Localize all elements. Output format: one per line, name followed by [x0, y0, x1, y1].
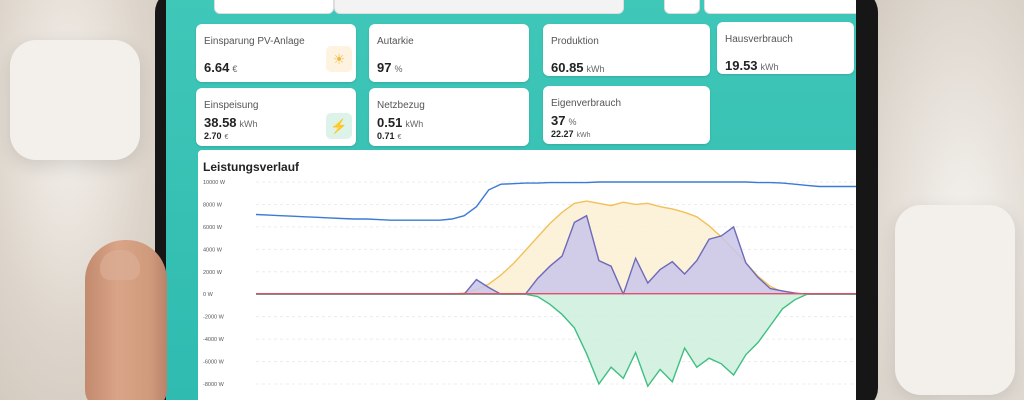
cushion-left [10, 40, 140, 160]
card-subvalue: 0.71 € [377, 131, 401, 141]
card-label: Netzbezug [377, 100, 425, 111]
top-toolbar [194, 0, 856, 18]
card-einspeisung[interactable]: Einspeisung 38.58 kWh 2.70 € ⚡ [196, 88, 356, 146]
card-value-number: 0.51 [377, 115, 403, 130]
thumb-nail [100, 250, 140, 280]
y-tick-label: 10000 W [203, 180, 226, 186]
card-value-unit: € [232, 64, 238, 74]
card-subvalue-unit: € [397, 134, 402, 141]
card-value-number: 37 [551, 113, 566, 128]
card-label: Einspeisung [204, 100, 259, 111]
toolbar-field[interactable] [334, 0, 624, 14]
y-tick-label: -4000 W [203, 337, 225, 343]
card-value-unit: kWh [239, 119, 258, 129]
card-value-number: 38.58 [204, 115, 237, 130]
series-2-line [255, 181, 856, 221]
card-value: 37% [551, 113, 576, 128]
cushion-right [895, 205, 1015, 395]
card-value: 19.53 kWh [725, 58, 779, 73]
y-tick-label: 8000 W [203, 202, 223, 208]
power-chart: 10000 W 8000 W 6000 W 4000 W 2000 W 0 W -2000 … [203, 180, 856, 388]
card-value: 38.58 kWh [204, 115, 258, 130]
card-value-number: 60.85 [551, 60, 584, 75]
card-value-number: 19.53 [725, 58, 758, 73]
y-tick-label: 0 W [203, 292, 214, 298]
card-label: Einsparung PV-Anlage [204, 36, 305, 47]
card-value-unit: % [568, 117, 577, 127]
dashboard-screen: Einsparung PV-Anlage6.64€☀Autarkie97%⟲Pr… [166, 0, 856, 400]
grid-feed-icon: ⚡ [326, 113, 352, 139]
toolbar-button[interactable] [664, 0, 700, 14]
card-label: Eigenverbrauch [551, 98, 622, 109]
card-value-number: 97 [377, 60, 392, 75]
power-chart-panel: Leistungsverlauf 10000 W 8000 W 6000 W 4000… [198, 150, 856, 400]
card-value: 60.85 kWh [551, 60, 605, 75]
card-label: Hausverbrauch [725, 34, 793, 45]
card-subvalue-unit: kWh [576, 132, 591, 139]
y-tick-label: -6000 W [203, 360, 225, 366]
card-value-number: 6.64 [204, 60, 230, 75]
card-einsparung[interactable]: Einsparung PV-Anlage 6.64 € ☀ [196, 24, 356, 82]
card-value: 6.64 € [204, 60, 237, 75]
card-value-unit: kWh [760, 62, 779, 72]
card-subvalue: 22.27 kWh [551, 129, 591, 139]
card-label: Produktion [551, 36, 599, 47]
card-value-unit: kWh [586, 64, 605, 74]
chart-title: Leistungsverlauf [203, 160, 300, 174]
y-tick-label: 6000 W [203, 225, 223, 231]
card-value-unit: kWh [405, 119, 424, 129]
card-subvalue: 2.70 € [204, 131, 228, 141]
card-label: Autarkie [377, 36, 414, 47]
toolbar-select[interactable] [704, 0, 856, 14]
card-value-unit: % [394, 64, 403, 74]
card-subvalue-number: 2.70 [204, 131, 222, 141]
card-subvalue-unit: € [224, 134, 229, 141]
y-tick-label: -2000 W [203, 315, 225, 321]
card-subvalue-number: 22.27 [551, 129, 574, 139]
y-tick-label: 2000 W [203, 270, 223, 276]
series-3-area [256, 294, 856, 387]
card-value: 0.51 kWh [377, 115, 423, 130]
date-selector[interactable] [214, 0, 334, 14]
card-hausverbrauch[interactable]: Hausverbrauch 19.53 kWh [717, 22, 854, 74]
card-value: 97% [377, 60, 402, 75]
sun-icon: ☀ [326, 46, 352, 72]
card-subvalue-number: 0.71 [377, 131, 395, 141]
y-tick-label: -8000 W [203, 382, 225, 388]
y-tick-label: 4000 W [203, 247, 223, 253]
series-1-area [256, 215, 856, 295]
